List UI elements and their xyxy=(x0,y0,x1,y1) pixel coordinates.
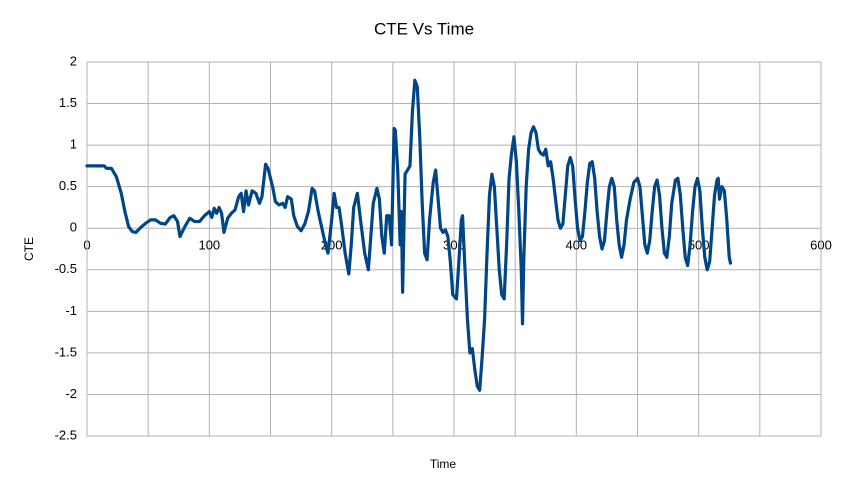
y-tick-label: -1.5 xyxy=(55,344,77,359)
plot-frame xyxy=(86,61,822,437)
y-tick-label: -0.5 xyxy=(55,261,77,276)
y-tick-label: -1 xyxy=(65,303,77,318)
y-tick-label: 1 xyxy=(70,137,77,152)
y-tick-label: -2 xyxy=(65,386,77,401)
x-tick-label: 100 xyxy=(198,238,220,253)
y-tick-label: 1.5 xyxy=(59,95,77,110)
y-tick-label: -2.5 xyxy=(55,427,77,442)
x-tick-label: 400 xyxy=(565,238,587,253)
y-tick-label: 0.5 xyxy=(59,178,77,193)
x-axis-label: Time xyxy=(430,457,457,471)
y-tick-label: 0 xyxy=(70,220,77,235)
chart-title: CTE Vs Time xyxy=(374,19,474,38)
data-line xyxy=(85,78,733,392)
y-axis-label: CTE xyxy=(22,237,36,261)
y-tick-label: 2 xyxy=(70,53,77,68)
